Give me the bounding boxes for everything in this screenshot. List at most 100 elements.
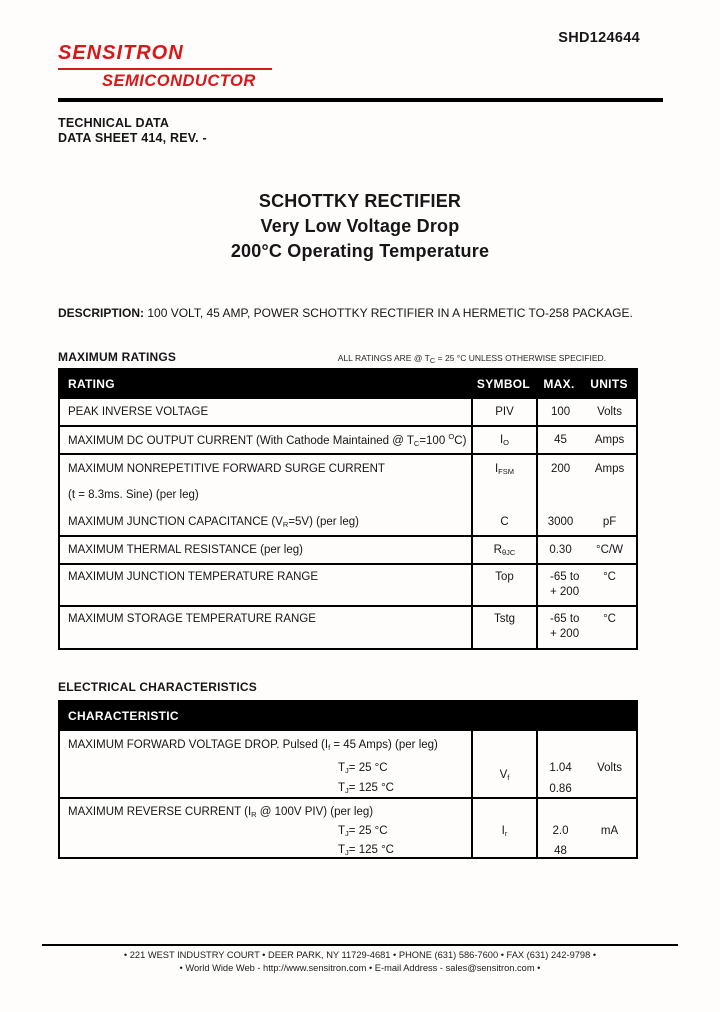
max-value: -65 to + 200	[538, 607, 583, 648]
electrical-table: CHARACTERISTIC MAXIMUM FORWARD VOLTAGE D…	[58, 700, 638, 859]
rating-sup: O	[448, 432, 455, 441]
description-text: 100 VOLT, 45 AMP, POWER SCHOTTKY RECTIFI…	[144, 306, 633, 320]
units-value: pF	[602, 516, 617, 528]
symbol-cell: IO	[471, 427, 536, 453]
max-value: 48	[554, 845, 567, 857]
max-line: -65 to	[550, 613, 580, 625]
symbol-cell: IFSM C	[471, 455, 536, 535]
symbol-main: IFSM	[494, 463, 515, 476]
units-value: mA	[600, 825, 619, 837]
units-value: °C	[603, 613, 616, 625]
table-row-dc-output: MAXIMUM DC OUTPUT CURRENT (With Cathode …	[60, 425, 636, 453]
condition-line: TJ= 125 °C	[338, 844, 394, 857]
units-value: Amps	[594, 463, 625, 475]
rating-sub: C	[413, 439, 420, 448]
technical-data-line: TECHNICAL DATA	[58, 116, 170, 130]
symbol-main: I	[499, 433, 504, 446]
value-cell: 45 Amps	[536, 427, 636, 453]
symbol-cell: RθJC	[471, 537, 536, 563]
footer: • 221 WEST INDUSTRY COURT • DEER PARK, N…	[0, 949, 720, 975]
page-title: SCHOTTKY RECTIFIER Very Low Voltage Drop…	[0, 189, 720, 264]
column-header-symbol: SYMBOL	[476, 376, 531, 391]
rating-cell: MAXIMUM REVERSE CURRENT (IR @ 100V PIV) …	[60, 799, 471, 857]
symbol-cell: Top	[471, 565, 536, 605]
rating-cell: MAXIMUM JUNCTION TEMPERATURE RANGE	[68, 571, 319, 583]
value-cell: 200 3000 Amps pF	[536, 455, 636, 535]
rating-line: MAXIMUM NONREPETITIVE FORWARD SURGE CURR…	[68, 463, 385, 475]
data-sheet-line: DATA SHEET 414, REV. -	[58, 131, 207, 145]
symbol-main: R	[493, 543, 502, 556]
table-row-junction-temp: MAXIMUM JUNCTION TEMPERATURE RANGE Top -…	[60, 563, 636, 605]
rating-cell: MAXIMUM STORAGE TEMPERATURE RANGE	[68, 613, 316, 625]
symbol-secondary: C	[500, 516, 509, 528]
rating-text: MAXIMUM DC OUTPUT CURRENT (With Cathode …	[68, 435, 414, 447]
table-row-reverse-current: MAXIMUM REVERSE CURRENT (IR @ 100V PIV) …	[60, 797, 636, 857]
max-value: 0.86	[549, 783, 572, 795]
rating-text: =100	[419, 435, 449, 447]
symbol-main: Vf	[499, 769, 510, 782]
max-ratings-table: RATING SYMBOL MAX. UNITS PEAK INVERSE VO…	[58, 368, 638, 650]
table-row-thermal: MAXIMUM THERMAL RESISTANCE (per leg) RθJ…	[60, 535, 636, 563]
rating-cell: PEAK INVERSE VOLTAGE	[68, 406, 209, 418]
column-header-units: UNITS	[590, 376, 628, 391]
rating-line: MAXIMUM REVERSE CURRENT (IR @ 100V PIV) …	[68, 806, 374, 819]
value-cell: -65 to + 200 °C	[536, 607, 636, 648]
column-header-max: MAX.	[543, 376, 575, 391]
characteristic-header: CHARACTERISTIC	[60, 702, 636, 729]
symbol-sub: O	[503, 437, 510, 447]
brand-logo: SENSITRON SEMICONDUCTOR	[58, 42, 272, 91]
symbol-cell: Ir	[471, 799, 536, 857]
title-line-1: SCHOTTKY RECTIFIER	[258, 191, 462, 211]
units-value: Volts	[597, 762, 623, 774]
value-cell: 2.0 48 mA	[536, 799, 636, 857]
rating-text: C)	[454, 435, 467, 447]
max-line: + 200	[550, 586, 580, 598]
ratings-note-pre: ALL RATINGS ARE @ T	[337, 353, 430, 363]
table-header-row: RATING SYMBOL MAX. UNITS	[60, 370, 636, 397]
max-line: -65 to	[550, 571, 580, 583]
max-value: 2.0	[552, 825, 569, 837]
condition-line: TJ= 125 °C	[338, 782, 394, 795]
max-value: 100	[550, 406, 571, 418]
max-value: 45	[554, 434, 567, 446]
max-value: 0.30	[549, 544, 572, 556]
symbol-sub: θJC	[501, 547, 516, 557]
description-label: DESCRIPTION:	[58, 306, 145, 320]
value-cell: 0.30 °C/W	[536, 537, 636, 563]
rating-line: (t = 8.3ms. Sine) (per leg)	[68, 489, 199, 501]
rating-cell: MAXIMUM DC OUTPUT CURRENT (With Cathode …	[60, 427, 471, 453]
value-cell: -65 to + 200 °C	[536, 565, 636, 605]
units-value: °C/W	[596, 544, 623, 556]
table-row-piv: PEAK INVERSE VOLTAGE PIV 100 Volts	[60, 397, 636, 425]
brand-logo-line2: SEMICONDUCTOR	[102, 72, 256, 90]
rating-cell: MAXIMUM THERMAL RESISTANCE (per leg)	[68, 544, 303, 556]
title-line-3: 200°C Operating Temperature	[230, 241, 490, 261]
title-line-2: Very Low Voltage Drop	[260, 216, 460, 236]
value-cell: 100 Volts	[536, 399, 636, 425]
symbol-main: Ir	[501, 825, 508, 838]
rating-sub: R	[282, 520, 289, 529]
electrical-heading: ELECTRICAL CHARACTERISTICS	[58, 680, 257, 694]
units-value: Amps	[594, 434, 625, 446]
rating-line: MAXIMUM JUNCTION CAPACITANCE (VR=5V) (pe…	[68, 515, 359, 532]
max-value: 1.04	[549, 762, 572, 774]
max-value: 200	[550, 463, 571, 475]
footer-address-line: • 221 WEST INDUSTRY COURT • DEER PARK, N…	[123, 950, 597, 960]
ratings-note-sub: C	[429, 356, 436, 365]
rating-text: MAXIMUM JUNCTION CAPACITANCE (V	[68, 516, 283, 528]
description: DESCRIPTION: 100 VOLT, 45 AMP, POWER SCH…	[58, 306, 668, 320]
symbol-cell: PIV	[471, 399, 536, 425]
symbol-cell: Vf	[471, 731, 536, 797]
rating-cell: MAXIMUM FORWARD VOLTAGE DROP. Pulsed (If…	[60, 731, 471, 797]
symbol-cell: Tstg	[471, 607, 536, 648]
ratings-note-post: = 25 °C UNLESS OTHERWISE SPECIFIED.	[435, 353, 606, 363]
rating-text: =5V) (per leg)	[288, 516, 359, 528]
ratings-note: ALL RATINGS ARE @ TC = 25 °C UNLESS OTHE…	[300, 353, 606, 365]
units-value: Volts	[597, 406, 622, 418]
max-value: 3000	[547, 516, 574, 528]
brand-logo-line1: SENSITRON	[58, 42, 272, 70]
table-row-forward-voltage: MAXIMUM FORWARD VOLTAGE DROP. Pulsed (If…	[60, 729, 636, 797]
condition-line: TJ= 25 °C	[338, 825, 388, 838]
column-header-rating: RATING	[68, 376, 115, 391]
